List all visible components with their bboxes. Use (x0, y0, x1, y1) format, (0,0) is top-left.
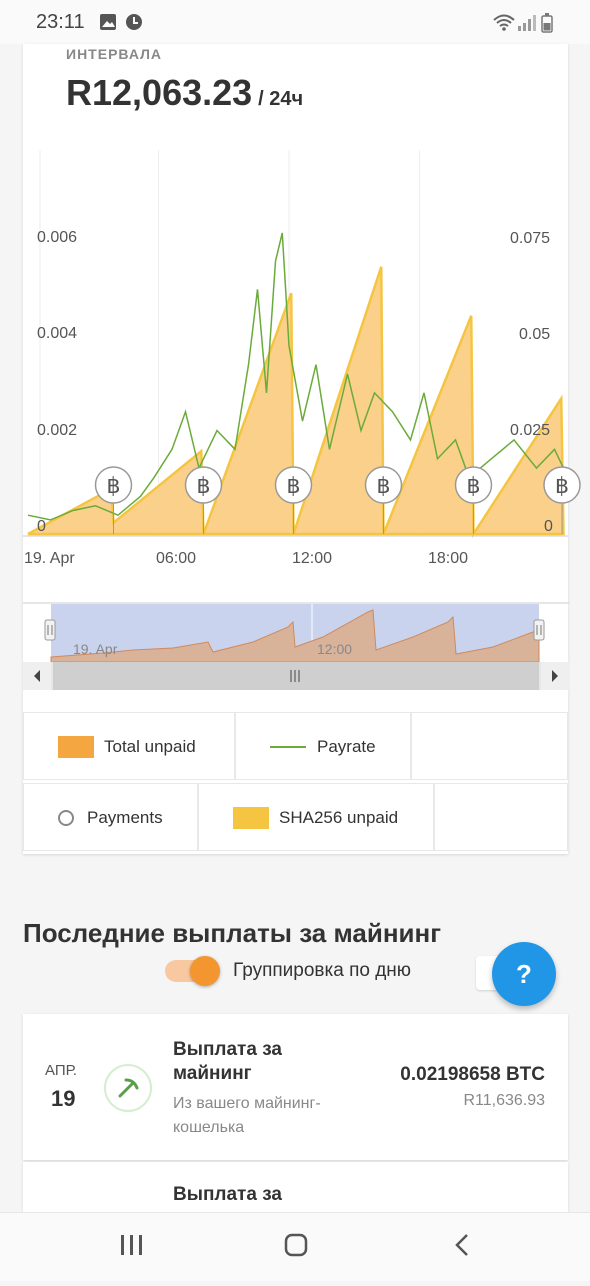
legend-sha256-unpaid[interactable]: SHA256 unpaid (198, 783, 434, 851)
recent-apps-icon[interactable] (121, 1235, 142, 1255)
group-by-day-label: Группировка по дню (233, 960, 412, 981)
legend-sha256-unpaid-label: SHA256 unpaid (279, 808, 399, 827)
interval-label: ИНТЕРВАЛА (66, 46, 163, 62)
navigator-left-handle[interactable] (44, 619, 56, 641)
x-tick-2: 06:00 (156, 550, 197, 567)
payout-row[interactable]: Выплата за (23, 1162, 568, 1212)
svg-text:฿: ฿ (197, 474, 211, 499)
payment-marker[interactable]: ฿ (274, 466, 313, 534)
svg-text:฿: ฿ (377, 474, 391, 499)
notification-icons (98, 12, 148, 37)
interval-amount: R12,063.23/ 24ч (66, 72, 303, 114)
payout-day: 19 (51, 1086, 76, 1111)
group-by-day-toggle[interactable] (190, 956, 220, 986)
payments-circle-icon (58, 810, 74, 826)
total-unpaid-swatch (58, 736, 94, 758)
legend-total-unpaid[interactable]: Total unpaid (23, 712, 235, 780)
navigator-label-1: 19. Apr (73, 641, 118, 657)
navigator-right-handle[interactable] (533, 619, 545, 641)
legend-payments-label: Payments (87, 808, 163, 827)
y-left-tick-2: 0.004 (37, 325, 78, 342)
payout-row[interactable]: АПР. 19 Выплата за майнинг Из вашего май… (23, 1014, 568, 1160)
status-bar: 23:11 (0, 0, 590, 44)
y-right-tick-3: 0.025 (510, 422, 551, 439)
payrate-line (27, 232, 569, 521)
home-icon[interactable] (284, 1233, 308, 1257)
amount-suffix: / 24ч (258, 88, 304, 110)
svg-text:฿: ฿ (467, 474, 481, 499)
y-left-tick-4: 0 (37, 518, 46, 535)
legend-total-unpaid-label: Total unpaid (104, 737, 196, 756)
earnings-chart[interactable]: ฿ ฿ ฿ ฿ ฿ ฿ (0, 0, 590, 600)
svg-text:฿: ฿ (555, 474, 569, 499)
sha256-unpaid-swatch (233, 807, 269, 829)
legend-empty-2 (434, 783, 568, 851)
payment-marker[interactable]: ฿ (454, 466, 493, 534)
navigator-label-2: 12:00 (317, 641, 353, 657)
payout-title: Выплата за (173, 1184, 282, 1205)
help-button[interactable]: ? (492, 942, 556, 1006)
legend-payrate[interactable]: Payrate (235, 712, 411, 780)
system-icons (492, 12, 556, 39)
payout-month: АПР. (45, 1062, 77, 1079)
payment-marker[interactable]: ฿ (184, 466, 223, 534)
y-left-tick-3: 0.002 (37, 422, 78, 439)
pickaxe-icon (104, 1064, 152, 1112)
payout-btc: 0.02198658 BTC (400, 1064, 545, 1085)
y-left-tick-1: 0.006 (37, 229, 78, 246)
scrollbar-thumb[interactable] (53, 662, 539, 690)
y-right-tick-4: 0 (544, 518, 553, 535)
amount-value: R12,063.23 (66, 72, 253, 113)
legend-payrate-label: Payrate (317, 737, 376, 756)
payment-marker[interactable]: ฿ (364, 466, 403, 534)
payment-marker[interactable]: ฿ (94, 466, 133, 534)
y-right-tick-2: 0.05 (519, 326, 551, 343)
legend-payments[interactable]: Payments (23, 783, 198, 851)
sha256-unpaid-area (27, 266, 565, 539)
gallery-icon (100, 14, 142, 30)
y-right-tick-1: 0.075 (510, 230, 551, 247)
status-time: 23:11 (36, 11, 85, 33)
section-title: Последние выплаты за майнинг (23, 918, 442, 948)
payout-title: Выплата за майнинг (173, 1039, 282, 1084)
payout-subtitle: Из вашего майнинг-кошелька (173, 1095, 321, 1136)
back-icon[interactable] (455, 1234, 468, 1256)
payout-fiat: R11,636.93 (463, 1092, 545, 1109)
payment-marker[interactable]: ฿ (543, 466, 581, 534)
x-tick-3: 12:00 (292, 550, 333, 567)
svg-text:฿: ฿ (107, 474, 121, 499)
svg-text:฿: ฿ (287, 474, 301, 499)
range-navigator[interactable] (23, 602, 569, 692)
x-tick-4: 18:00 (428, 550, 469, 567)
payrate-swatch (270, 746, 306, 748)
wifi-signal-battery-icon (493, 13, 553, 33)
system-navigation-bar (0, 1212, 590, 1281)
x-tick-1: 19. Apr (24, 550, 75, 567)
legend-empty (411, 712, 568, 780)
